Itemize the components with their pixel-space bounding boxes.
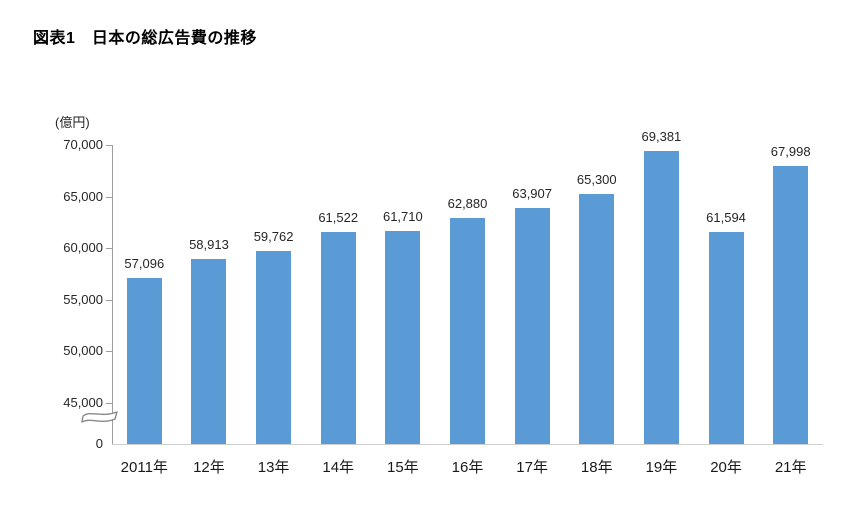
- bar-value-label: 65,300: [576, 171, 617, 187]
- x-axis-label: 12年: [193, 459, 225, 476]
- bar-value-label: 61,710: [382, 208, 423, 224]
- bar-12年: [191, 259, 227, 444]
- y-tick-label: 55,000: [63, 291, 103, 307]
- bar-2011年: [126, 278, 162, 444]
- x-axis-baseline: [112, 444, 823, 445]
- bar-21年: [773, 165, 809, 444]
- bar-13年: [256, 250, 292, 444]
- y-tick-mark: [106, 299, 112, 301]
- bar-value-label: 57,096: [124, 256, 165, 272]
- y-tick-label: 60,000: [63, 240, 103, 256]
- y-tick-label: 0: [95, 436, 103, 451]
- bar-16年: [450, 218, 485, 444]
- bar-value-label: 58,913: [189, 237, 229, 253]
- y-tick-mark: [106, 351, 112, 353]
- x-axis-label: 21年: [774, 459, 807, 476]
- bar-value-label: 61,594: [706, 209, 746, 225]
- bar-17年: [514, 207, 550, 444]
- x-axis-label: 13年: [257, 459, 290, 476]
- y-tick-label: 50,000: [63, 343, 103, 359]
- y-tick-label: 45,000: [63, 395, 103, 410]
- bar-value-label: 61,522: [318, 210, 359, 226]
- bar-value-label: 59,762: [253, 228, 294, 244]
- x-axis-label: 14年: [322, 459, 355, 476]
- chart-title: 図表1 日本の総広告費の推移: [33, 30, 257, 47]
- bar-value-label: 67,998: [770, 143, 811, 159]
- bar-19年: [643, 151, 679, 444]
- x-axis-label: 18年: [580, 459, 613, 476]
- axis-break-icon: [81, 411, 118, 423]
- x-axis-label: 17年: [516, 459, 548, 476]
- x-axis-label: 15年: [387, 459, 419, 476]
- x-axis-label: 20年: [710, 459, 742, 476]
- bar-20年: [708, 231, 744, 444]
- bar-value-label: 62,880: [447, 196, 488, 212]
- x-axis-label: 19年: [645, 459, 678, 476]
- y-tick-mark: [106, 403, 112, 404]
- bar-18年: [579, 193, 615, 444]
- bar-value-label: 63,907: [512, 185, 552, 201]
- y-axis-line: [112, 145, 113, 444]
- x-axis-label: 2011年: [120, 459, 168, 476]
- x-axis-label: 16年: [451, 459, 484, 476]
- bar-15年: [385, 230, 421, 444]
- y-tick-mark: [106, 145, 112, 146]
- bar-value-label: 69,381: [641, 129, 682, 145]
- y-tick-label: 70,000: [63, 137, 103, 152]
- y-axis-unit-label: (億円): [55, 115, 90, 130]
- y-tick-label: 65,000: [63, 188, 103, 204]
- y-tick-mark: [106, 196, 112, 198]
- y-tick-mark: [106, 248, 112, 250]
- bar-14年: [320, 232, 356, 444]
